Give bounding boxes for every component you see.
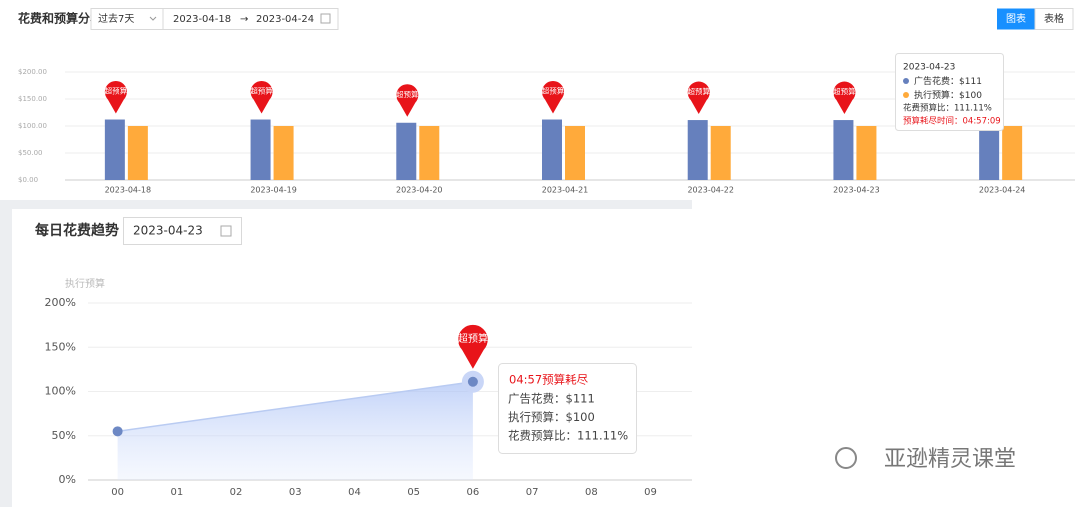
bar bbox=[565, 126, 585, 180]
line bbox=[117, 381, 474, 433]
trend-title: 每日花费趋势 bbox=[35, 222, 119, 239]
tooltip-line: 广告花费：$111 bbox=[508, 392, 595, 406]
date-arrow: → bbox=[240, 14, 248, 25]
tooltip-dot bbox=[903, 78, 909, 84]
tooltip-line: 执行预算：$100 bbox=[508, 410, 595, 424]
watermark-icon bbox=[835, 447, 857, 469]
x-tick-label: 2023-04-24 bbox=[979, 186, 1026, 195]
y-tick-label: 50% bbox=[52, 429, 76, 442]
x-tick-label: 04 bbox=[348, 487, 361, 498]
y-tick-label: $150.00 bbox=[18, 95, 47, 103]
over-budget-pin bbox=[458, 324, 488, 369]
point bbox=[467, 376, 478, 387]
y-tick-label: $50.00 bbox=[18, 149, 43, 157]
over-budget-label: 超预算 bbox=[542, 86, 565, 96]
bar bbox=[1002, 126, 1023, 180]
tooltip-title: 2023-04-23 bbox=[903, 63, 955, 73]
table-button-text: 表格 bbox=[1044, 12, 1064, 25]
over-budget-label: 超预算 bbox=[458, 332, 488, 345]
x-tick-label: 09 bbox=[644, 487, 657, 498]
over-budget-label: 超预算 bbox=[833, 86, 856, 96]
start-date: 2023-04-18 bbox=[173, 14, 231, 25]
calendar-icon bbox=[320, 13, 331, 24]
chart-button-text: 图表 bbox=[1006, 12, 1026, 25]
series-name: 广告花费 bbox=[914, 75, 950, 87]
x-tick-label: 2023-04-21 bbox=[542, 186, 589, 195]
bar bbox=[856, 126, 877, 180]
over-budget-label: 超预算 bbox=[105, 86, 128, 96]
over-budget-pin bbox=[104, 80, 127, 114]
x-tick-label: 05 bbox=[407, 487, 420, 498]
tooltip-value: ：$111 bbox=[950, 77, 982, 87]
chart-button[interactable] bbox=[997, 8, 1035, 30]
tooltip-row: 执行预算：$100 bbox=[914, 89, 982, 101]
date-range[interactable] bbox=[162, 8, 339, 30]
over-budget-pin bbox=[833, 81, 856, 115]
area bbox=[117, 381, 473, 480]
bar bbox=[542, 119, 562, 180]
y-tick-label: 0% bbox=[59, 473, 76, 486]
bar bbox=[396, 122, 417, 180]
over-budget-label: 超预算 bbox=[250, 86, 273, 96]
over-budget-label: 超预算 bbox=[687, 86, 710, 96]
x-tick-label: 02 bbox=[230, 487, 243, 498]
tooltip bbox=[498, 363, 637, 454]
tooltip-dot bbox=[903, 92, 909, 98]
watermark: 亚逊精灵课堂 bbox=[884, 447, 1016, 472]
tooltip bbox=[895, 53, 1004, 131]
over-budget-label: 超预算 bbox=[396, 89, 419, 99]
x-tick-label: 2023-04-20 bbox=[396, 186, 443, 195]
x-tick-label: 01 bbox=[170, 487, 183, 498]
bar bbox=[687, 120, 708, 180]
date-picker-text: 2023-04-23 bbox=[133, 224, 203, 238]
table-button[interactable] bbox=[1034, 8, 1074, 30]
series-name: 执行预算 bbox=[914, 89, 950, 101]
y-tick-label: $100.00 bbox=[18, 122, 47, 130]
y-axis-title: 执行预算 bbox=[65, 277, 105, 290]
y-tick-label: 150% bbox=[45, 340, 76, 353]
x-tick-label: 07 bbox=[526, 487, 539, 498]
x-tick-label: 2023-04-22 bbox=[687, 186, 734, 195]
end-date: 2023-04-24 bbox=[256, 14, 314, 25]
over-budget-pin bbox=[687, 81, 710, 115]
x-tick-label: 06 bbox=[467, 487, 480, 498]
x-tick-label: 03 bbox=[289, 487, 302, 498]
x-tick-label: 2023-04-19 bbox=[250, 186, 297, 195]
tooltip-value: ：$100 bbox=[950, 91, 982, 101]
x-tick-label: 08 bbox=[585, 487, 598, 498]
tooltip-row: 广告花费：$111 bbox=[914, 75, 982, 87]
tooltip-ratio: 花费预算比：111.11% bbox=[903, 103, 992, 114]
bar bbox=[250, 119, 271, 180]
section-title: 花费和预算分析 bbox=[18, 11, 102, 26]
bar bbox=[127, 126, 148, 180]
tooltip-exhaust: 预算耗尽时间：04:57:09 bbox=[903, 116, 1001, 127]
tooltip-line: 花费预算比：111.11% bbox=[508, 429, 628, 443]
range-select-text: 过去7天 bbox=[98, 12, 134, 25]
over-budget-pin bbox=[396, 84, 419, 117]
over-budget-pin bbox=[542, 80, 564, 114]
bar bbox=[833, 120, 854, 180]
y-tick-label: 200% bbox=[45, 296, 76, 309]
tooltip-title: 04:57预算耗尽 bbox=[509, 373, 589, 387]
calendar-icon bbox=[220, 225, 232, 237]
bar bbox=[710, 126, 731, 180]
over-budget-pin bbox=[250, 80, 273, 114]
x-tick-label: 00 bbox=[111, 487, 124, 498]
y-tick-label: $200.00 bbox=[18, 68, 47, 76]
x-tick-label: 2023-04-23 bbox=[833, 186, 880, 195]
bar bbox=[104, 119, 125, 180]
date-picker[interactable] bbox=[123, 217, 242, 245]
y-tick-label: $0.00 bbox=[18, 176, 38, 184]
point bbox=[112, 426, 123, 437]
y-tick-label: 100% bbox=[45, 385, 76, 398]
x-tick-label: 2023-04-18 bbox=[105, 186, 152, 195]
bar bbox=[273, 126, 294, 180]
chevron bbox=[149, 16, 157, 21]
bar bbox=[419, 126, 440, 180]
